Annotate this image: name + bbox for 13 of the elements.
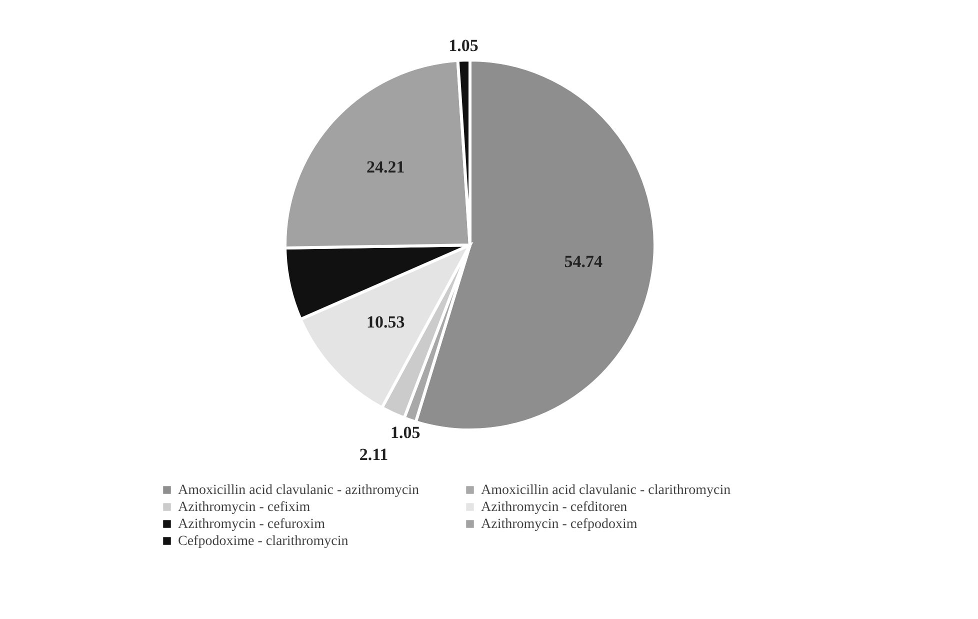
data-label: 1.05 — [448, 36, 478, 56]
legend-label: Cefpodoxime - clarithromycin — [178, 534, 348, 549]
data-label: 24.21 — [366, 157, 405, 176]
data-label: 10.53 — [366, 312, 405, 332]
legend-label: Azithromycin - cefpodoxim — [481, 517, 638, 532]
legend-label: Amoxicillin acid clavulanic - clarithromycin — [481, 483, 731, 498]
legend-label: Azithromycin - cefditoren — [481, 500, 628, 515]
data-label: 1.05 — [390, 423, 420, 442]
data-label: 54.74 — [564, 252, 604, 271]
legend-label: Azithromycin - cefixim — [178, 500, 310, 515]
legend-label: Amoxicillin acid clavulanic - azithromycin — [178, 483, 420, 498]
data-label: 2.11 — [359, 444, 388, 464]
legend-label: Azithromycin - cefuroxim — [178, 517, 326, 532]
